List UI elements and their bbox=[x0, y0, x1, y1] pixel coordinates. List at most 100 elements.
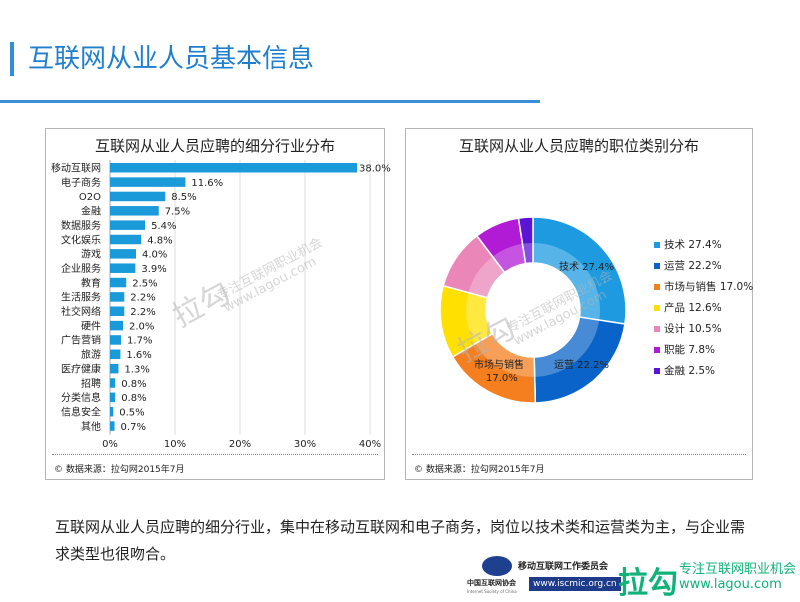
category-label: 社交网络 bbox=[61, 305, 101, 318]
category-label: 数据服务 bbox=[61, 219, 101, 232]
bar bbox=[110, 363, 119, 374]
category-label: 分类信息 bbox=[61, 391, 101, 404]
legend-swatch bbox=[654, 368, 660, 374]
donut-slice bbox=[532, 216, 627, 325]
legend-item: 设计 10.5% bbox=[654, 321, 722, 336]
lagou-slogan: 专注互联网职业机会 www.lagou.com bbox=[679, 562, 797, 592]
legend-swatch bbox=[654, 242, 660, 248]
x-tick-label: 0% bbox=[102, 439, 118, 450]
bar bbox=[110, 335, 122, 345]
data-label: 5.4% bbox=[151, 221, 176, 232]
data-label: 38.0% bbox=[359, 164, 391, 175]
data-label: 1.6% bbox=[126, 350, 151, 361]
bar bbox=[110, 277, 127, 288]
data-label: 2.5% bbox=[132, 278, 157, 289]
slice-label-market: 市场与销售 bbox=[474, 360, 524, 371]
bar bbox=[110, 306, 125, 316]
category-label: 文化娱乐 bbox=[61, 233, 101, 246]
legend-swatch bbox=[654, 326, 660, 332]
bar bbox=[110, 177, 186, 187]
legend-item: 技术 27.4% bbox=[654, 237, 722, 252]
data-label: 1.7% bbox=[127, 336, 152, 347]
iscmic-name: 移动互联网工作委员会 bbox=[518, 562, 609, 572]
category-label: 游戏 bbox=[81, 248, 101, 261]
data-label: 4.8% bbox=[147, 235, 172, 246]
data-label: 0.7% bbox=[121, 422, 146, 433]
legend-label: 产品 12.6% bbox=[664, 302, 722, 314]
bar bbox=[110, 349, 121, 360]
bar bbox=[110, 249, 136, 259]
bar bbox=[110, 234, 142, 245]
divider bbox=[412, 454, 746, 455]
bar bbox=[110, 378, 116, 388]
isc-en: Internet Society of China bbox=[467, 589, 517, 594]
slice-label-ops: 运营 22.2% bbox=[554, 360, 609, 371]
category-label: 金融 bbox=[81, 205, 101, 218]
category-label: 生活服务 bbox=[61, 291, 101, 304]
legend-item: 运营 22.2% bbox=[654, 258, 722, 273]
bar bbox=[110, 406, 114, 417]
industry-chart-panel: 互联网从业人员应聘的细分行业分布 © 数据来源：拉勾网2015年7月 bbox=[45, 128, 385, 480]
title-divider bbox=[0, 100, 540, 103]
donut-slice bbox=[517, 216, 534, 265]
industry-chart-title: 互联网从业人员应聘的细分行业分布 bbox=[94, 137, 335, 155]
bar bbox=[110, 220, 146, 230]
legend-swatch bbox=[654, 305, 660, 311]
category-label: 电子商务 bbox=[61, 176, 101, 189]
data-label: 11.6% bbox=[191, 178, 223, 189]
data-label: 2.0% bbox=[129, 321, 154, 332]
isc-name: 中国互联网协会 bbox=[467, 579, 516, 587]
data-label: 7.5% bbox=[165, 207, 190, 218]
legend-item: 职能 7.8% bbox=[654, 342, 715, 357]
legend-item: 金融 2.5% bbox=[654, 363, 715, 378]
legend-label: 职能 7.8% bbox=[664, 344, 716, 356]
x-tick-label: 40% bbox=[359, 439, 381, 450]
bar bbox=[110, 421, 115, 431]
data-label: 8.5% bbox=[171, 192, 196, 203]
category-label: 医疗健康 bbox=[61, 362, 101, 375]
legend-label: 运营 22.2% bbox=[664, 260, 722, 272]
category-label: 移动互联网 bbox=[51, 162, 101, 175]
legend-item: 市场与销售 17.0% bbox=[654, 279, 753, 294]
bar bbox=[110, 320, 123, 331]
category-label: 企业服务 bbox=[61, 262, 101, 275]
job-source: © 数据来源：拉勾网2015年7月 bbox=[414, 465, 545, 475]
donut-highlight-ring bbox=[466, 243, 600, 377]
bar bbox=[110, 392, 116, 403]
title-accent-bar bbox=[10, 42, 14, 76]
summary-text: 互联网从业人员应聘的细分行业，集中在移动互联网和电子商务，岗位以技术类和运营类为… bbox=[55, 518, 746, 563]
industry-bar-chart: 0% 10% 20% 30% 40% 移动互联网 38.0% 电子商务 11.6% O2O 8.5%… bbox=[51, 160, 391, 450]
x-tick-label: 20% bbox=[229, 439, 251, 450]
legend-label: 技术 27.4% bbox=[664, 239, 722, 251]
data-label: 0.8% bbox=[121, 379, 146, 390]
data-label: 0.5% bbox=[119, 407, 144, 418]
legend-swatch bbox=[654, 284, 660, 290]
category-label: 旅游 bbox=[81, 348, 101, 361]
category-label: 招聘 bbox=[81, 377, 101, 390]
iscmic-url[interactable]: www.iscmic.org.cn bbox=[529, 577, 621, 591]
legend-swatch bbox=[654, 263, 660, 269]
page-title: 互联网从业人员基本信息 bbox=[28, 44, 315, 74]
bar bbox=[110, 292, 125, 302]
category-label: 信息安全 bbox=[61, 405, 101, 418]
legend-label: 市场与销售 17.0% bbox=[664, 281, 754, 293]
bar bbox=[110, 263, 136, 273]
lagou-logo: 拉勾 bbox=[618, 566, 678, 601]
job-chart-title: 互联网从业人员应聘的职位类别分布 bbox=[458, 137, 699, 155]
donut-slice bbox=[533, 316, 626, 404]
iscmic-logo-icon bbox=[482, 556, 512, 576]
data-label: 0.8% bbox=[121, 393, 146, 404]
slice-label-market-value: 17.0% bbox=[486, 373, 518, 384]
category-label: 硬件 bbox=[81, 320, 101, 332]
bar bbox=[110, 191, 166, 202]
divider bbox=[52, 454, 378, 455]
data-label: 2.2% bbox=[130, 307, 155, 318]
data-label: 4.0% bbox=[142, 250, 167, 261]
legend-label: 设计 10.5% bbox=[664, 323, 722, 335]
data-label: 1.3% bbox=[124, 364, 149, 375]
legend-label: 金融 2.5% bbox=[664, 365, 716, 377]
category-label: 其他 bbox=[81, 420, 101, 433]
legend-swatch bbox=[654, 347, 660, 353]
industry-source: © 数据来源：拉勾网2015年7月 bbox=[54, 465, 185, 475]
legend-item: 产品 12.6% bbox=[654, 300, 722, 315]
